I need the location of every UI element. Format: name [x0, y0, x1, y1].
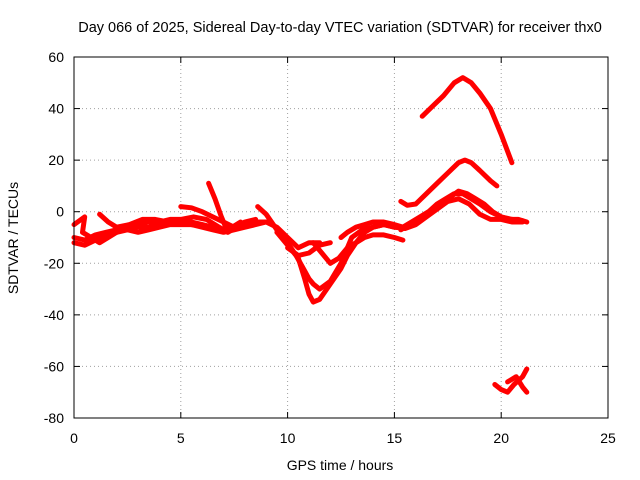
x-tick-label: 20 — [493, 430, 509, 446]
series-arc-3 — [71, 214, 120, 246]
series-arc-16 — [492, 366, 530, 395]
x-tick-labels: 0 5 10 15 20 25 — [70, 430, 616, 446]
series-arc-15 — [419, 75, 515, 166]
y-tick-label: -40 — [44, 307, 64, 323]
y-tick-labels: -80 -60 -40 -20 0 20 40 60 — [44, 49, 64, 426]
x-tick-label: 25 — [600, 430, 616, 446]
x-tick-label: 10 — [280, 430, 296, 446]
series-arc-7 — [206, 180, 244, 230]
series-arc-6 — [178, 204, 259, 230]
series-arc-4 — [97, 211, 248, 235]
x-tick-label: 0 — [70, 430, 78, 446]
series-arc-14 — [398, 157, 500, 208]
x-tick-label: 15 — [387, 430, 403, 446]
series-arc-8 — [255, 204, 408, 292]
y-tick-label: 0 — [56, 204, 64, 220]
grid — [74, 57, 608, 418]
series-arc-13 — [398, 188, 530, 233]
series-layer — [71, 75, 530, 395]
y-tick-label: 40 — [48, 101, 64, 117]
y-tick-label: -60 — [44, 358, 64, 374]
x-axis-label: GPS time / hours — [287, 457, 394, 473]
y-tick-label: -20 — [44, 255, 64, 271]
y-tick-label: 20 — [48, 152, 64, 168]
plot-frame — [73, 56, 609, 419]
series-arc-9 — [274, 229, 406, 305]
y-tick-label: 60 — [48, 49, 64, 65]
chart-title: Day 066 of 2025, Sidereal Day-to-day VTE… — [78, 20, 602, 36]
ticks — [73, 56, 609, 419]
series-arc-17 — [505, 374, 530, 395]
y-axis-label: SDTVAR / TECUs — [5, 182, 21, 294]
x-tick-label: 5 — [177, 430, 185, 446]
y-tick-label: -80 — [44, 410, 64, 426]
series-arc-10 — [285, 240, 333, 258]
series-arc-5 — [124, 222, 205, 235]
